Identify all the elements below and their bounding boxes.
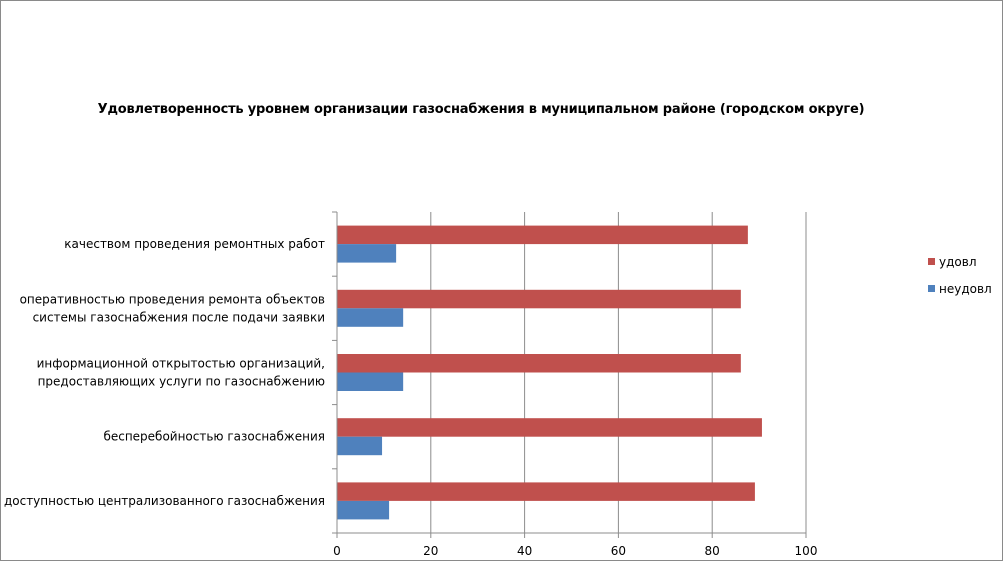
bar-udovl	[337, 354, 741, 373]
bar-neudovl	[337, 372, 404, 391]
x-tick-label: 100	[795, 544, 818, 558]
category-label: качеством проведения ремонтных работ	[64, 237, 325, 251]
bar-udovl	[337, 289, 741, 309]
x-tick-label: 20	[423, 544, 438, 558]
x-tick-label: 0	[333, 544, 341, 558]
bar-neudovl	[337, 308, 404, 327]
category-label: бесперебойностью газоснабжения	[103, 430, 325, 444]
category-label: системы газоснабжения после подачи заявк…	[33, 310, 325, 324]
legend-label: неудовл	[939, 282, 992, 296]
legend-swatch	[928, 285, 935, 292]
bar-neudovl	[337, 244, 397, 263]
x-tick-label: 40	[517, 544, 532, 558]
category-label: доступностью централизованного газоснабж…	[4, 494, 325, 508]
bar-udovl	[337, 418, 762, 437]
category-label: информационной открытостью организаций,	[37, 357, 325, 371]
x-tick-label: 80	[705, 544, 720, 558]
category-label: предоставляющих услуги по газоснабжению	[38, 375, 325, 389]
x-tick-label: 60	[611, 544, 626, 558]
bar-udovl	[337, 225, 748, 245]
legend-swatch	[928, 258, 935, 265]
bar-udovl	[337, 482, 755, 501]
chart-title: Удовлетворенность уровнем организации га…	[97, 102, 865, 117]
bar-neudovl	[337, 500, 390, 520]
category-label: оперативностью проведения ремонта объект…	[20, 292, 325, 306]
bar-neudovl	[337, 436, 383, 456]
legend-label: удовл	[939, 255, 976, 269]
